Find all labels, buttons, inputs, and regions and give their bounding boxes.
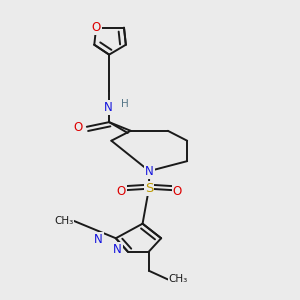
Text: O: O — [92, 21, 101, 34]
Text: N: N — [145, 165, 154, 178]
Text: N: N — [94, 233, 103, 246]
Text: S: S — [145, 182, 153, 195]
Text: H: H — [121, 99, 129, 109]
Text: O: O — [73, 121, 82, 134]
Text: N: N — [113, 243, 122, 256]
Text: O: O — [173, 185, 182, 198]
Text: CH₃: CH₃ — [54, 216, 74, 226]
Text: N: N — [104, 101, 113, 114]
Text: CH₃: CH₃ — [169, 274, 188, 284]
Text: O: O — [116, 185, 126, 198]
